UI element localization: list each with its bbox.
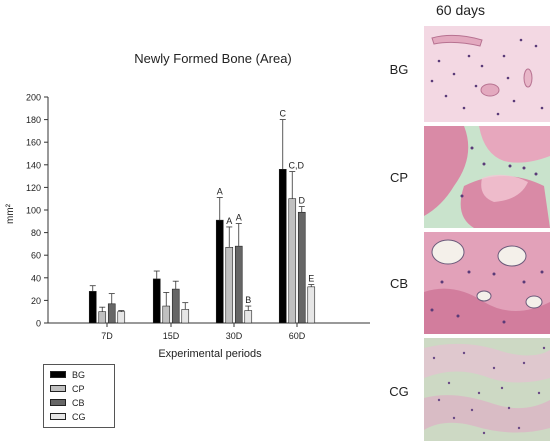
bar-cp-7d [98,311,107,324]
legend-item-bg: BG [50,369,85,380]
micrograph-cb [424,232,550,334]
panel-label-cg: CG [389,384,409,399]
bar-bg-30d [215,219,224,324]
micrograph-cp [424,126,550,228]
significance-label: A [217,187,223,197]
significance-label: A [226,216,232,226]
legend: BG CP CB CG [43,364,115,428]
y-tick-label: 0 [36,319,41,329]
y-tick-label: 80 [31,228,41,238]
panel-label-cp: CP [389,170,409,185]
y-tick-label: 200 [26,93,41,103]
bar-cp-30d [225,246,234,324]
significance-label: C [280,109,287,119]
y-tick-label: 120 [26,183,41,193]
micrograph-cg [424,338,550,441]
bar-bg-7d [88,291,97,324]
bar-cg-7d [117,311,126,324]
legend-item-cb: CB [50,397,85,408]
bar-cg-15d [181,309,190,324]
legend-swatch-cp [50,385,66,392]
y-tick-label: 20 [31,296,41,306]
legend-swatch-cb [50,399,66,406]
legend-swatch-cg [50,413,66,420]
bar-cg-30d [244,310,253,324]
bar-cp-60d [288,198,297,324]
x-tick-label: 60D [289,331,306,341]
bar-cb-60d [297,211,306,324]
panel-label-cb: CB [389,276,409,291]
micrograph-bg [424,26,550,122]
y-ticks: 0 20 40 60 80 100 120 140 160 180 200 [26,93,48,329]
legend-item-cp: CP [50,383,85,394]
x-tick-label: 30D [226,331,243,341]
bar-cb-7d [107,303,116,324]
bar-bg-15d [152,278,161,324]
significance-label: D [299,196,306,206]
bar-chart: Newly Formed Bone (Area) mm² Experimenta… [5,51,370,360]
legend-label-cb: CB [72,397,85,408]
panel-title: 60 days [436,2,486,18]
x-ticks: 7D 15D 30D 60D [101,323,306,341]
y-axis-label: mm² [5,203,16,224]
panel-label-bg: BG [389,62,409,77]
bar-cb-15d [171,288,180,324]
x-tick-label: 15D [163,331,180,341]
significance-label: B [245,295,251,305]
x-axis-label: Experimental periods [158,348,262,360]
legend-item-cg: CG [50,411,86,422]
significance-label: E [308,274,314,284]
y-tick-label: 140 [26,160,41,170]
significance-label: C,D [289,161,305,171]
x-tick-label: 7D [101,331,113,341]
significance-label: A [236,213,242,223]
legend-label-cp: CP [72,383,85,394]
y-tick-label: 180 [26,115,41,125]
y-tick-label: 40 [31,273,41,283]
legend-label-bg: BG [72,369,86,380]
bar-cp-15d [162,305,171,324]
bar-bg-60d [278,169,287,324]
legend-label-cg: CG [72,411,86,422]
chart-title: Newly Formed Bone (Area) [134,51,292,66]
y-tick-label: 100 [26,206,41,216]
bar-cb-30d [234,245,243,324]
y-tick-label: 160 [26,138,41,148]
legend-swatch-bg [50,371,66,378]
bar-cg-60d [307,286,316,324]
y-tick-label: 60 [31,251,41,261]
